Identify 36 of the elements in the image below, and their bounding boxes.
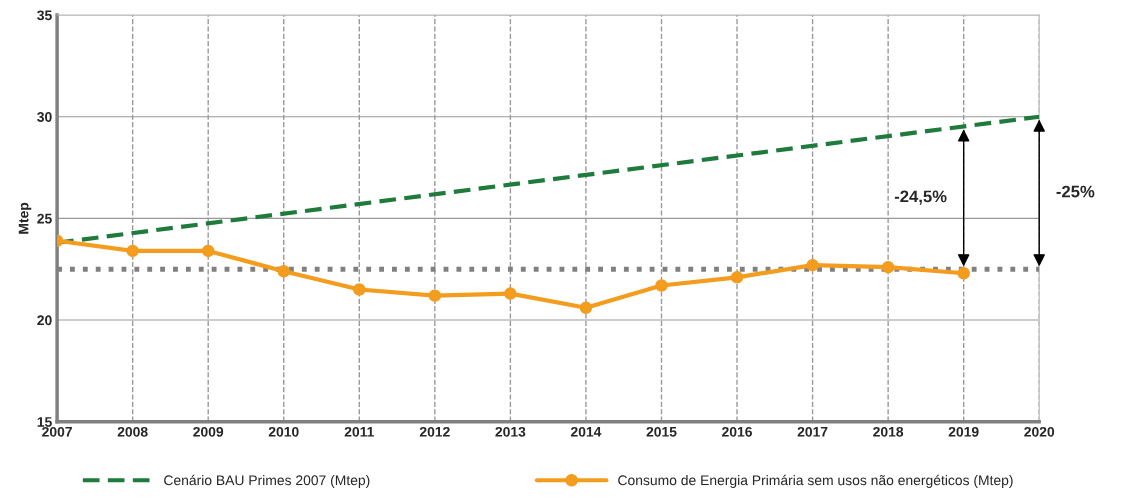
text: -25% [1056, 185, 1095, 198]
y-tick-label: 20 [37, 315, 52, 326]
point [806, 258, 819, 272]
x-tick-label: 2017 [797, 426, 828, 437]
point [730, 271, 744, 284]
x-tick-label: 2012 [419, 426, 450, 437]
legend-label: Cenário BAU Primes 2007 (Mtep) [164, 474, 370, 488]
point [277, 264, 290, 278]
point [201, 244, 215, 258]
x-tick-label: 2008 [117, 426, 148, 437]
legend-label: Consumo de Energia Primária sem usos não energéticos (Mtep) [618, 474, 1013, 488]
y-tick-label: 15 [37, 417, 52, 427]
y-tick-label: 25 [37, 213, 52, 224]
y-axis-title: Mtep [18, 202, 32, 234]
x-tick-label: 2014 [570, 426, 602, 437]
y-tick-label: 35 [37, 10, 52, 21]
point [428, 289, 442, 302]
x-tick-label: 2018 [873, 426, 904, 437]
point [579, 301, 593, 315]
x-tick-label: 2019 [948, 426, 979, 437]
y-tick-label: 30 [37, 112, 52, 122]
x-tick-label: 2009 [193, 426, 224, 437]
x-tick-label: 2013 [495, 426, 526, 437]
x-tick-label: 2016 [722, 426, 752, 437]
point [655, 279, 668, 292]
point [353, 283, 366, 296]
annotation: -24,5% [894, 190, 947, 205]
x-tick-label: 2020 [1024, 426, 1055, 437]
point [126, 244, 139, 258]
x-tick-label: 2010 [268, 426, 299, 437]
point [957, 267, 970, 280]
x-tick-label: 2007 [42, 426, 72, 437]
point [504, 287, 517, 300]
point [881, 260, 895, 274]
x-tick-label: 2015 [646, 426, 677, 437]
x-tick-label: 2011 [344, 426, 374, 437]
